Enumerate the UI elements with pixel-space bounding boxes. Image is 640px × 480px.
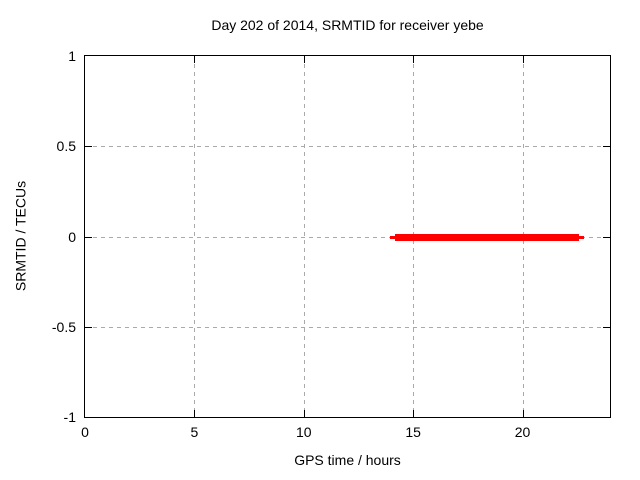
y-tick-left: [85, 326, 92, 328]
y-tick-left: [85, 236, 92, 238]
x-tick-bottom: [413, 410, 415, 417]
x-tick-label: 5: [190, 424, 199, 440]
plot-area: [84, 55, 611, 418]
x-tick-label: 0: [81, 424, 89, 440]
x-tick-top: [522, 56, 524, 63]
x-tick-top: [194, 56, 196, 63]
y-tick-left: [85, 146, 92, 148]
y-tick-label: -0.5: [51, 318, 76, 335]
x-tick-label: 15: [405, 424, 421, 440]
x-tick-top: [413, 56, 415, 63]
y-gridline: [85, 326, 610, 328]
x-tick-bottom: [522, 410, 524, 417]
y-tick-label: 0: [68, 228, 76, 245]
y-tick-right: [603, 146, 610, 148]
y-tick-label: 0.5: [56, 138, 76, 155]
y-tick-right: [603, 236, 610, 238]
x-tick-bottom: [303, 410, 305, 417]
x-tick-bottom: [194, 410, 196, 417]
x-tick-label: 20: [514, 424, 531, 440]
y-tick-label: 1: [68, 48, 76, 64]
x-tick-top: [303, 56, 305, 63]
x-axis-label: GPS time / hours: [294, 452, 401, 468]
y-tick-right: [603, 326, 610, 328]
y-gridline: [85, 146, 610, 148]
x-tick-label: 10: [295, 424, 312, 440]
y-gridline: [85, 236, 610, 238]
series-line-core: [394, 233, 580, 241]
y-tick-label: -1: [63, 409, 76, 425]
chart-title: Day 202 of 2014, SRMTID for receiver yeb…: [211, 17, 484, 33]
